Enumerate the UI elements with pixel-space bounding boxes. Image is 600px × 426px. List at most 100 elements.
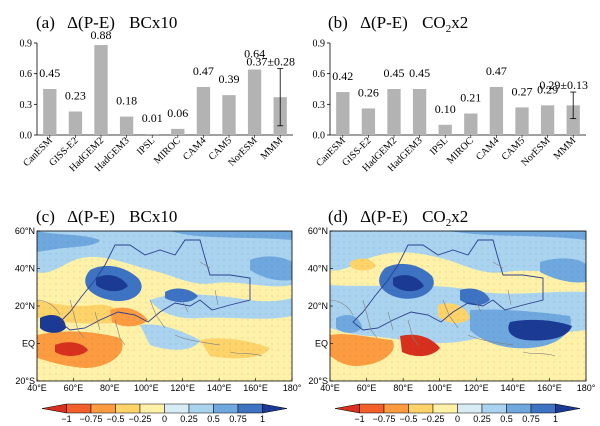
bar (540, 105, 555, 135)
map-d: 40°E 60°E 80°E 100°E 120°E 140°E 160°E 180° 60°N… (308, 226, 596, 393)
panel-d-quantity: Δ(P-E) (360, 207, 408, 226)
y-tick-label: 0.0 (20, 131, 33, 142)
colorbar-tick-label: −0.5 (107, 414, 125, 424)
value-label: 0.27 (512, 84, 533, 98)
value-label: 0.45 (39, 66, 60, 80)
lon-tick-label: 80°E (393, 383, 413, 393)
bar (247, 69, 262, 135)
lat-tick-label: 40°N (15, 264, 35, 274)
colorbar-swatch (432, 403, 458, 414)
colorbar-d: −1 −0.75 −0.5 −0.25 0 0.25 0.5 0.75 1 (334, 403, 581, 424)
colorbar-tick-label: −0.25 (422, 414, 445, 424)
value-label: 0.01 (142, 111, 163, 125)
lat-tick-label: 20°S (15, 376, 35, 386)
panel-b-quantity: Δ(P-E) (360, 13, 408, 32)
colorbar-tick-label: 0.5 (500, 414, 513, 424)
colorbar-swatch (66, 403, 92, 414)
map-c: 40°E 60°E 80°E 100°E 120°E 140°E 160°E 180° 60°N… (15, 226, 302, 393)
lat-tick-label: 20°N (15, 301, 35, 311)
lat-tick-label: 60°N (308, 226, 328, 236)
colorbar-swatch (555, 403, 581, 414)
x-tick-label: MMM (259, 135, 286, 162)
x-tick-label: NorESM (519, 135, 552, 168)
colorbar-tick-label: 0.25 (180, 414, 198, 424)
svg-text:(b) Δ(P-E) CO2x2: (b) Δ(P-E) CO2x2 (328, 13, 468, 35)
colorbar-tick-label: 0.5 (207, 414, 220, 424)
map-d-axes: 40°E 60°E 80°E 100°E 120°E 140°E 160°E 180° 60°N… (308, 226, 596, 393)
colorbar-tick-label: −1 (354, 414, 364, 424)
lat-tick-label: 20°S (308, 376, 328, 386)
colorbar-tick-label: −0.75 (80, 414, 103, 424)
bar (464, 113, 478, 135)
panel-d-title: (d) Δ(P-E) CO2x2 (328, 207, 468, 229)
y-tick-label: 0.9 (313, 39, 326, 50)
value-label: 0.39 (219, 72, 240, 86)
lon-tick-label: 80°E (100, 383, 120, 393)
bar (145, 133, 159, 135)
panel-b-label: (b) (328, 13, 348, 32)
panel-d-case-suffix: x2 (451, 207, 468, 226)
panel-d-label: (d) (328, 207, 348, 226)
bar (222, 95, 236, 135)
bar (515, 107, 529, 135)
panel-a-quantity: Δ(P-E) (67, 13, 115, 32)
bar (361, 108, 376, 135)
colorbar-swatch (164, 403, 190, 414)
panel-c-quantity: Δ(P-E) (67, 207, 115, 226)
map-d-coastline (330, 261, 556, 357)
colorbar-swatch (334, 403, 360, 414)
colorbar-swatch (139, 403, 165, 414)
panel-c-title: (c) Δ(P-E) BCx10 (36, 207, 177, 226)
lat-tick-label: 40°N (308, 264, 328, 274)
colorbar-tick-label: 0.75 (522, 414, 540, 424)
lon-tick-label: 120°E (170, 383, 195, 393)
value-label: 0.47 (486, 64, 507, 78)
colorbar-c: −1 −0.75 −0.5 −0.25 0 0.25 0.5 0.75 1 (41, 403, 288, 424)
lon-tick-label: 140°E (207, 383, 232, 393)
x-tick-label: MIROC (445, 135, 476, 166)
panel-a-title: (a) Δ(P-E) BCx10 (36, 13, 177, 32)
lon-tick-label: 180° (283, 383, 302, 393)
colorbar-tick-label: −0.5 (400, 414, 418, 424)
x-tick-label: CAM4 (474, 135, 501, 162)
value-label: 0.45 (384, 66, 405, 80)
bar (489, 86, 504, 135)
value-label: 0.21 (460, 91, 481, 105)
bar (438, 124, 452, 135)
colorbar-tick-label: −0.75 (373, 414, 396, 424)
bar (94, 45, 108, 135)
colorbar-tick-label: 1 (553, 414, 558, 424)
value-label: 0.18 (116, 94, 137, 108)
colorbar-swatch (457, 403, 483, 414)
map-c-axes: 40°E 60°E 80°E 100°E 120°E 140°E 160°E 180° 60°N… (15, 226, 302, 393)
panel-b-case: CO (422, 13, 446, 32)
colorbar-swatch (237, 403, 263, 414)
lon-tick-label: 40°E (320, 383, 340, 393)
colorbar-swatch (213, 403, 239, 414)
panel-b-case-suffix: x2 (451, 13, 468, 32)
bar (412, 89, 427, 135)
svg-text:(a) Δ(P-E) BCx10: (a) Δ(P-E) BCx10 (36, 13, 177, 32)
panel-d-case-sub: 2 (446, 217, 452, 229)
bar (68, 111, 83, 135)
colorbar-swatch (481, 403, 507, 414)
bar (566, 105, 580, 135)
x-tick-label: IPSL (135, 135, 157, 157)
value-label: 0.88 (91, 28, 112, 42)
value-label: 0.06 (167, 106, 188, 120)
value-label: 0.47 (193, 64, 214, 78)
value-label: 0.29 (537, 82, 558, 96)
x-tick-label: MIROC (152, 135, 183, 166)
lon-tick-label: 120°E (464, 383, 489, 393)
colorbar-swatch (90, 403, 116, 414)
svg-text:(d) Δ(P-E) CO2x2: (d) Δ(P-E) CO2x2 (328, 207, 468, 229)
panel-c-case: BCx10 (129, 207, 177, 226)
panel-d-case: CO (422, 207, 446, 226)
map-c-region-outline (59, 239, 251, 331)
colorbar-swatch (408, 403, 434, 414)
colorbar-tick-label: 0 (162, 414, 167, 424)
bar (196, 86, 211, 135)
lon-tick-label: 40°E (27, 383, 47, 393)
colorbar-swatch (383, 403, 409, 414)
